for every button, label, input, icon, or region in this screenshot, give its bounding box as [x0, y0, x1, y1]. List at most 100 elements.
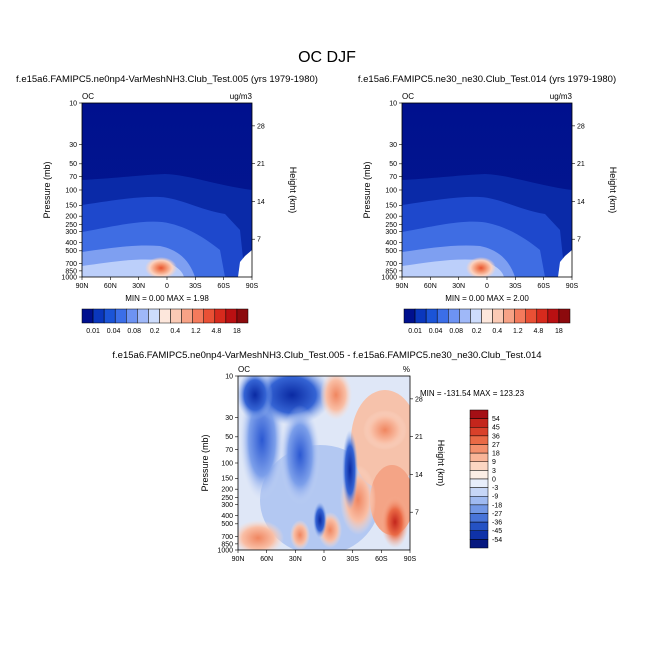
panel-2-xtick-label: 30N — [452, 283, 465, 290]
panel-1-colorbar-swatch — [192, 308, 204, 324]
panel-3-colorbar-swatch — [469, 470, 489, 480]
panel-3-title: f.e15a6.FAMIPC5.ne0np4-VarMeshNH3.Club_T… — [112, 350, 541, 361]
panel-1-colorbar-swatch — [103, 308, 116, 324]
panel-2-ytick-label: 500 — [385, 248, 397, 255]
panel-3-colorbar-label: -18 — [492, 502, 502, 509]
panel-2-colorbar-swatch — [425, 308, 438, 324]
panel-1-xtick-label: 0 — [165, 283, 169, 290]
panel-3-y2label: Height (km) — [436, 440, 446, 487]
panel-1-ytick-label: 250 — [65, 222, 77, 229]
panel-3-ytick-label: 150 — [221, 476, 233, 483]
panel-3-units-label: % — [403, 365, 410, 374]
panel-2-colorbar-swatch — [459, 308, 471, 324]
panel-1-ytick-label: 50 — [69, 161, 77, 168]
panel-1-y2tick-label: 28 — [257, 123, 265, 130]
panel-2-ytick-label: 700 — [385, 261, 397, 268]
panel-2-y2tick-label: 21 — [577, 161, 585, 168]
panel-3-colorbar-swatch — [469, 521, 489, 531]
panel-1-colorbar-swatch — [181, 308, 193, 324]
panel-3-colorbar-label: 54 — [492, 416, 500, 423]
panel-1-colorbar-label: 0.01 — [86, 328, 100, 335]
panel-2-xtick-label: 60N — [424, 283, 437, 290]
panel-2-ytick-label: 200 — [385, 214, 397, 221]
panel-1-ytick-label: 150 — [65, 203, 77, 210]
panel-1-ytick-label: 100 — [65, 187, 77, 194]
panel-2-units-label: ug/m3 — [550, 92, 573, 101]
panel-3-colorbar-label: 45 — [492, 425, 500, 432]
panel-3-ytick-label: 500 — [221, 521, 233, 528]
panel-3-colorbar-swatch — [469, 427, 489, 437]
panel-3-colorbar-label: -3 — [492, 485, 498, 492]
panel-2-variable-label: OC — [402, 92, 414, 101]
panel-2-ytick-label: 150 — [385, 203, 397, 210]
panel-1-colorbar-swatch — [203, 308, 216, 324]
panel-1-colorbar: 0.01 0.04 0.08 0.2 0.4 1.2 4.8 18 — [81, 308, 249, 335]
panel-3-colorbar-swatch — [469, 496, 489, 506]
panel-2-colorbar-swatch — [525, 308, 538, 324]
panel-1-y2label: Height (km) — [288, 167, 298, 214]
panel-3-colorbar-swatch — [469, 418, 489, 428]
panel-1-colorbar-swatch — [126, 308, 138, 324]
panel-2-colorbar-swatch — [481, 308, 493, 324]
panel-3-y2tick-label: 21 — [415, 434, 423, 441]
panel-3-xtick-label: 60N — [260, 556, 273, 563]
panel-1-colorbar-label: 0.08 — [127, 328, 141, 335]
panel-3-ytick-label: 70 — [225, 447, 233, 454]
panel-1-stats: MIN = 0.00 MAX = 1.98 — [125, 294, 209, 303]
panel-2-colorbar-swatch — [558, 308, 571, 324]
panel-2-field — [402, 103, 572, 277]
panel-1-colorbar-swatch — [214, 308, 227, 324]
panel-3-colorbar-swatch — [469, 513, 489, 523]
panel-3-xtick-label: 30N — [289, 556, 302, 563]
panel-3-colorbar-swatch — [469, 504, 489, 514]
panel-3-colorbar-swatch — [469, 530, 489, 540]
panel-3-xtick-label: 60S — [375, 556, 388, 563]
panel-1-ticks: 1030507010015020025030040050070085010009… — [61, 100, 264, 290]
panel-3-ytick-label: 30 — [225, 415, 233, 422]
panel-2-xtick-label: 90N — [396, 283, 409, 290]
panel-1-ytick-label: 700 — [65, 261, 77, 268]
panel-3-ticks: 1030507010015020025030040050070085010009… — [217, 373, 422, 563]
panel-2-ticks: 1030507010015020025030040050070085010009… — [381, 100, 584, 290]
panel-1-ytick-label: 300 — [65, 229, 77, 236]
panel-1-colorbar-label: 1.2 — [191, 328, 201, 335]
panel-3-colorbar-label: 18 — [492, 451, 500, 458]
panel-3-y2tick-label: 28 — [415, 396, 423, 403]
panel-1-ytick-label: 200 — [65, 214, 77, 221]
panel-3-field — [238, 376, 410, 550]
panel-2-ytick-label: 400 — [385, 240, 397, 247]
panel-3-colorbar-swatch — [469, 452, 489, 462]
figure-title: OC DJF — [298, 49, 356, 66]
panel-3-colorbar-swatch — [469, 409, 489, 419]
panel-1: f.e15a6.FAMIPC5.ne0np4-VarMeshNH3.Club_T… — [16, 74, 318, 335]
panel-1-ytick-label: 500 — [65, 248, 77, 255]
panel-3-ytick-label: 10 — [225, 373, 233, 380]
panel-1-ytick-label: 70 — [69, 174, 77, 181]
panel-3: f.e15a6.FAMIPC5.ne0np4-VarMeshNH3.Club_T… — [112, 350, 541, 563]
panel-2-colorbar-swatch — [414, 308, 427, 324]
panel-2-xtick-label: 0 — [485, 283, 489, 290]
panel-2-colorbar-swatch — [448, 308, 460, 324]
panel-2-ytick-label: 50 — [389, 161, 397, 168]
panel-2-colorbar-label: 0.4 — [492, 328, 502, 335]
panel-2-colorbar-swatch — [492, 308, 504, 324]
panel-2-stats: MIN = 0.00 MAX = 2.00 — [445, 294, 529, 303]
panel-3-xtick-label: 90S — [404, 556, 417, 563]
panel-2-y2label: Height (km) — [608, 167, 618, 214]
panel-3-colorbar-label: -36 — [492, 520, 502, 527]
panel-2-ytick-label: 10 — [389, 100, 397, 107]
panel-1-y2tick-label: 21 — [257, 161, 265, 168]
panel-2-colorbar-label: 0.2 — [472, 328, 482, 335]
panel-1-colorbar-label: 4.8 — [212, 328, 222, 335]
panel-1-colorbar-label: 0.4 — [170, 328, 180, 335]
panel-2: f.e15a6.FAMIPC5.ne30_ne30.Club_Test.014 … — [358, 74, 618, 335]
panel-2-xtick-label: 90S — [566, 283, 579, 290]
panel-2-ytick-label: 250 — [385, 222, 397, 229]
panel-2-ytick-label: 1000 — [381, 274, 397, 281]
panel-3-colorbar-label: 3 — [492, 468, 496, 475]
panel-1-xtick-label: 60S — [217, 283, 230, 290]
panel-1-ytick-label: 1000 — [61, 274, 77, 281]
panel-2-colorbar-swatch — [436, 308, 449, 324]
panel-3-colorbar-swatch — [469, 539, 489, 549]
